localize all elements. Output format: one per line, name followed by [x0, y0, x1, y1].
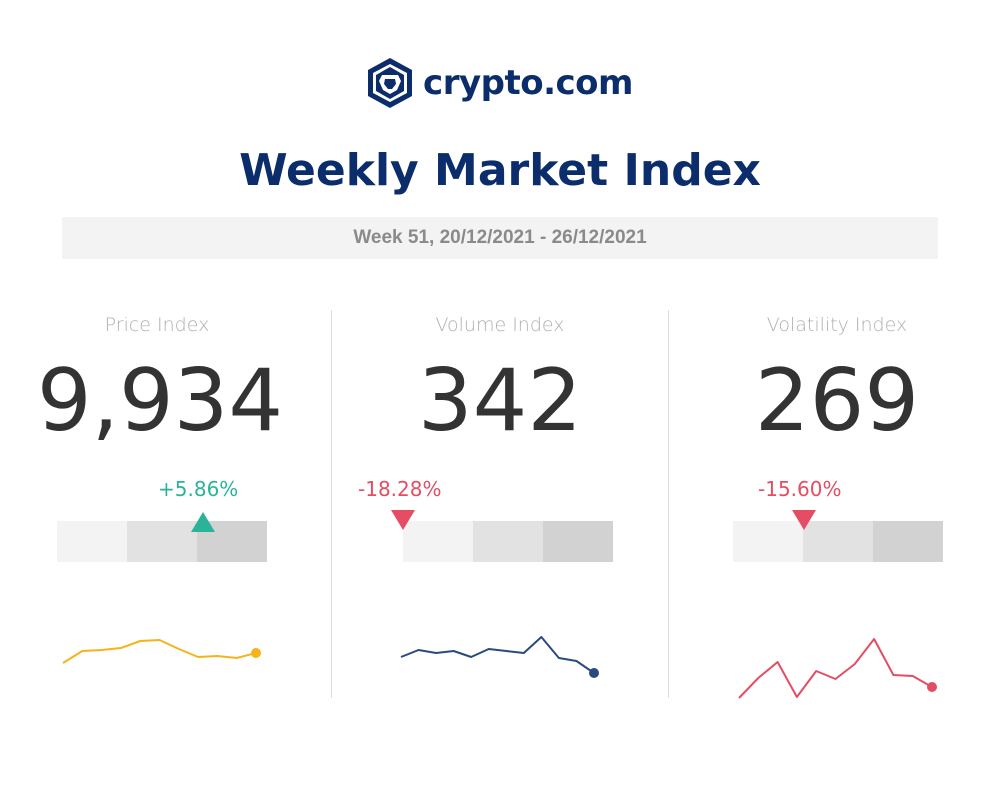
volume-index-change: -18.28% — [358, 477, 442, 501]
volatility-index-label: Volatility Index — [766, 314, 908, 336]
gauge-segment-low — [57, 521, 127, 562]
volatility-index-sparkline — [738, 638, 937, 699]
volume-index-sparkline — [400, 636, 599, 678]
crypto-com-lion-shield-icon — [368, 57, 413, 108]
volume-sparkline-path — [400, 636, 595, 674]
volume-index-label: Volume Index — [435, 314, 565, 336]
price-sparkline-path — [62, 639, 257, 664]
volatility-index-change: -15.60% — [758, 477, 842, 501]
gauge-segment-low — [733, 521, 803, 562]
up-triangle-icon — [191, 512, 215, 532]
price-index-value: 9,934 — [36, 351, 284, 451]
price-sparkline-endpoint — [251, 648, 261, 658]
volume-index-value: 342 — [417, 351, 583, 451]
week-banner: Week 51, 20/12/2021 - 26/12/2021 — [62, 217, 938, 259]
volatility-index-card: Volatility Index 269 -15.60% — [672, 300, 1000, 700]
brand-header: crypto.com — [0, 55, 1000, 110]
price-index-gauge — [57, 521, 267, 562]
volatility-index-gauge — [733, 521, 943, 562]
gauge-segment-mid — [473, 521, 543, 562]
volatility-sparkline-endpoint — [927, 682, 937, 692]
volume-index-card: Volume Index 342 -18.28% — [335, 300, 665, 700]
gauge-segment-high — [543, 521, 613, 562]
volatility-sparkline-path — [738, 638, 933, 699]
down-triangle-icon — [391, 510, 415, 530]
brand-name: crypto.com — [423, 62, 633, 103]
volume-index-gauge — [403, 521, 613, 562]
price-index-card: Price Index 9,934 +5.86% — [0, 300, 330, 700]
down-triangle-icon — [792, 510, 816, 530]
price-index-change: +5.86% — [158, 477, 239, 501]
volatility-index-value: 269 — [754, 351, 920, 451]
price-index-sparkline — [62, 639, 261, 664]
column-divider — [668, 310, 669, 698]
price-index-label: Price Index — [104, 314, 210, 336]
column-divider — [331, 310, 332, 698]
page-title: Weekly Market Index — [239, 145, 761, 196]
gauge-segment-high — [873, 521, 943, 562]
volume-sparkline-endpoint — [589, 668, 599, 678]
week-range: Week 51, 20/12/2021 - 26/12/2021 — [353, 227, 647, 248]
gauge-segment-mid — [127, 521, 197, 562]
